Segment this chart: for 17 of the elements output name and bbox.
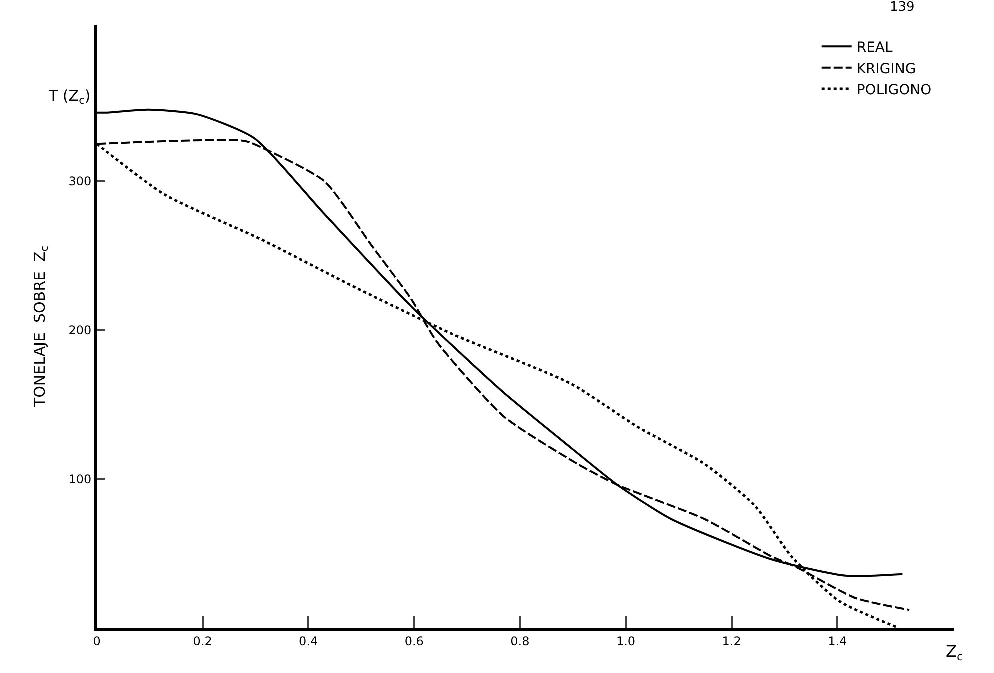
- x-tick-label: 0.8: [510, 634, 530, 648]
- x-tick-label: 1.2: [722, 634, 742, 648]
- y-tick-label: 300: [68, 174, 92, 189]
- legend-label: REAL: [856, 40, 894, 56]
- y-tick-label: 200: [68, 323, 92, 338]
- y-tick-label: 100: [68, 472, 92, 486]
- x-tick-label: 0: [93, 634, 101, 648]
- x-axis-title: Z$_{c}$: [946, 642, 964, 664]
- legend-label: KRIGING: [856, 61, 916, 78]
- legend-label: POLIGONO: [856, 82, 932, 98]
- x-tick-label: 1.4: [828, 634, 848, 648]
- x-tick-label: 0.6: [404, 634, 424, 648]
- x-tick-label: 1.0: [616, 634, 636, 648]
- text: 139: [890, 0, 915, 15]
- text: T (Z$_{c}$): [48, 87, 91, 108]
- x-tick-label: 0.2: [193, 634, 212, 648]
- x-tick-label: 0.4: [299, 634, 318, 648]
